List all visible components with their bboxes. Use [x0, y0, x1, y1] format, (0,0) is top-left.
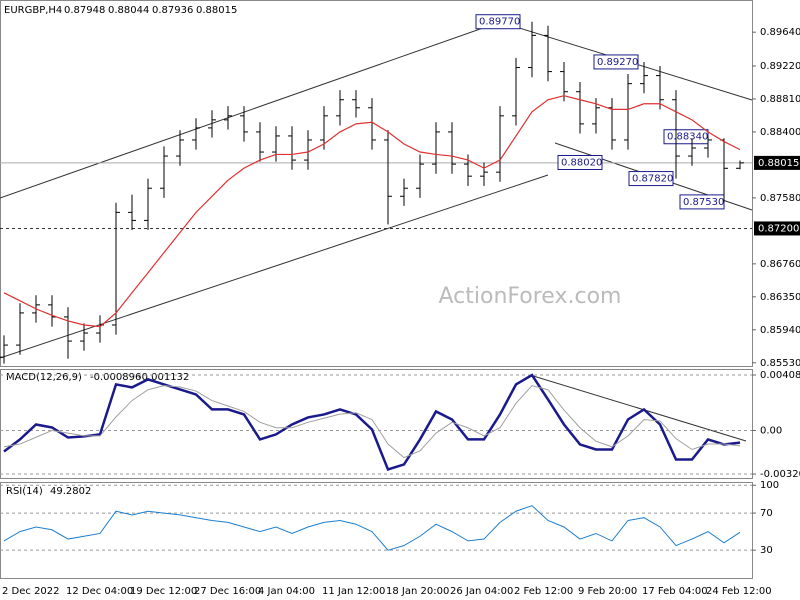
signal-value: -0.001132: [138, 372, 189, 383]
y-tick-label: 0.004083: [760, 370, 800, 381]
annotation-box: [593, 54, 639, 70]
header: EURGBP,H4 0.87948 0.88044 0.87936 0.8801…: [4, 5, 237, 497]
annotation-label: 0.88020: [561, 157, 602, 168]
x-tick-label: 27 Dec 16:00: [194, 586, 261, 597]
x-tick-label: 2 Feb 12:00: [514, 586, 573, 597]
level-box: [754, 221, 800, 236]
rsi-value: 49.2802: [50, 486, 91, 497]
price-panel: [0, 0, 753, 367]
rsi-panel: [0, 482, 753, 579]
annotation-label: 0.88340: [667, 132, 708, 143]
annotation-box: [475, 14, 521, 30]
series-line: [3, 373, 741, 471]
x-tick-label: 12 Dec 04:00: [66, 586, 133, 597]
symbol: EURGBP,H4: [4, 5, 62, 16]
annotation-box: [557, 154, 603, 170]
x-tick-label: 4 Jan 04:00: [258, 586, 315, 597]
y-tick-label: 70: [760, 508, 773, 519]
y-tick-label: 0.89220: [760, 61, 800, 72]
y-tick-label: 0.85940: [760, 325, 800, 336]
moving-average: [3, 95, 741, 328]
y-tick-label: 0.85530: [760, 358, 800, 369]
last-price-box: [754, 155, 800, 170]
macd-value: -0.000896: [90, 372, 141, 383]
close-value: 0.88015: [196, 5, 237, 16]
rsi-title: RSI(14): [6, 486, 43, 497]
y-tick-label: 0.86760: [760, 259, 800, 270]
y-tick-label: -0.003209: [760, 469, 800, 480]
y-tick-label: 100: [760, 480, 779, 491]
level-label: 0.87200: [758, 223, 799, 234]
series-line: [3, 385, 741, 459]
annotation-label: 0.89270: [597, 57, 638, 68]
x-tick-label: 19 Dec 12:00: [130, 586, 197, 597]
y-tick-label: 0.87580: [760, 193, 800, 204]
annotation-label: 0.89770: [479, 17, 520, 28]
series-line: [3, 505, 741, 551]
watermark: ActionForex.com: [439, 284, 622, 309]
x-tick-label: 18 Jan 20:00: [386, 586, 449, 597]
y-tick-label: 0.88400: [760, 127, 800, 138]
x-tick-label: 9 Feb 20:00: [578, 586, 637, 597]
x-tick-label: 17 Feb 04:00: [642, 586, 708, 597]
annotation-label: 0.87530: [683, 197, 724, 208]
x-tick-label: 2 Dec 2022: [2, 586, 60, 597]
y-tick-label: 0.86350: [760, 292, 800, 303]
trend-line: [0, 21, 501, 199]
low-value: 0.87936: [152, 5, 193, 16]
y-tick-label: 30: [760, 545, 773, 556]
trend-line: [0, 174, 549, 359]
y-tick-label: 0.89640: [760, 27, 800, 38]
macd-title: MACD(12,26,9): [6, 372, 82, 383]
annotation-box: [628, 171, 674, 187]
last-price-label: 0.88015: [758, 158, 799, 169]
open-value: 0.87948: [64, 5, 105, 16]
x-tick-label: 24 Feb 12:00: [706, 586, 772, 597]
annotation-label: 0.87820: [632, 174, 673, 185]
macd-panel: [0, 369, 753, 479]
x-tick-label: 11 Jan 12:00: [322, 586, 385, 597]
high-value: 0.88044: [108, 5, 149, 16]
x-tick-label: 26 Jan 04:00: [450, 586, 513, 597]
y-tick-label: 0.88810: [760, 94, 800, 105]
y-tick-label: 0.00: [760, 425, 782, 436]
